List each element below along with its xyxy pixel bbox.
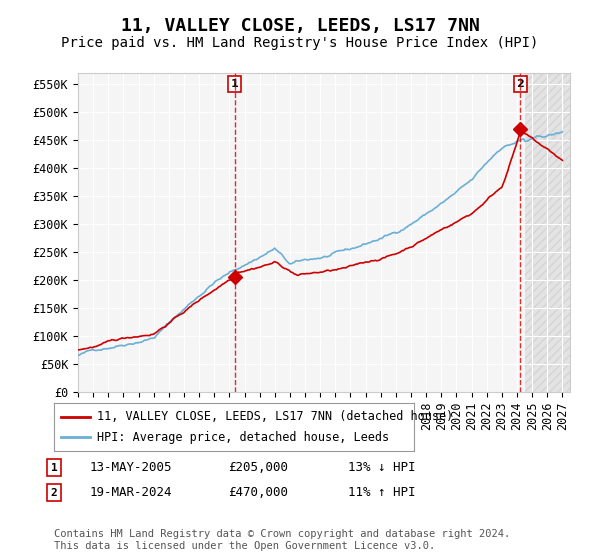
Text: Price paid vs. HM Land Registry's House Price Index (HPI): Price paid vs. HM Land Registry's House … <box>61 36 539 50</box>
Text: £205,000: £205,000 <box>228 461 288 474</box>
Text: 2: 2 <box>517 79 524 89</box>
Text: 1: 1 <box>231 79 239 89</box>
Text: £470,000: £470,000 <box>228 486 288 500</box>
Text: 11, VALLEY CLOSE, LEEDS, LS17 7NN (detached house): 11, VALLEY CLOSE, LEEDS, LS17 7NN (detac… <box>97 410 454 423</box>
Text: Contains HM Land Registry data © Crown copyright and database right 2024.
This d: Contains HM Land Registry data © Crown c… <box>54 529 510 551</box>
Text: 1: 1 <box>50 463 58 473</box>
Text: 13% ↓ HPI: 13% ↓ HPI <box>348 461 415 474</box>
Text: 13-MAY-2005: 13-MAY-2005 <box>90 461 173 474</box>
Text: 2: 2 <box>50 488 58 498</box>
Text: 11% ↑ HPI: 11% ↑ HPI <box>348 486 415 500</box>
Text: 11, VALLEY CLOSE, LEEDS, LS17 7NN: 11, VALLEY CLOSE, LEEDS, LS17 7NN <box>121 17 479 35</box>
Bar <box>524 73 570 392</box>
Text: HPI: Average price, detached house, Leeds: HPI: Average price, detached house, Leed… <box>97 431 389 444</box>
Text: 19-MAR-2024: 19-MAR-2024 <box>90 486 173 500</box>
